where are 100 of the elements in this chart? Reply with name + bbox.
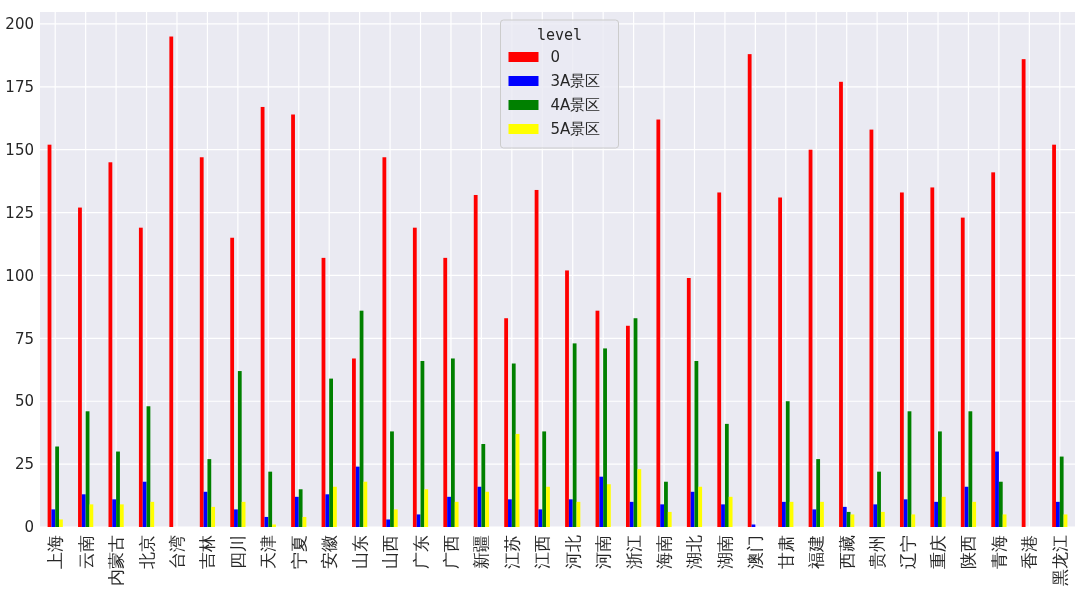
bar	[294, 496, 299, 527]
x-tick-label: 台湾	[166, 535, 187, 569]
legend-label: 3A景区	[550, 72, 601, 91]
x-tick-label: 吉林	[197, 535, 218, 569]
bar	[424, 489, 429, 527]
bar	[660, 504, 665, 527]
y-tick-label: 25	[14, 455, 34, 474]
x-tick-label: 北京	[136, 535, 157, 569]
y-tick-label: 75	[14, 329, 34, 348]
x-tick-label: 山东	[349, 535, 370, 569]
bar	[142, 481, 147, 527]
bar	[538, 509, 543, 527]
bar	[447, 496, 451, 527]
x-tick-label: 江苏	[501, 535, 522, 569]
x-tick-label: 河南	[593, 535, 614, 569]
bar	[930, 187, 935, 527]
bar	[816, 459, 821, 527]
bar	[1059, 456, 1064, 527]
bar	[724, 423, 729, 527]
bar	[850, 514, 855, 527]
bar	[59, 519, 63, 527]
bar	[991, 172, 996, 527]
bar	[416, 514, 421, 527]
bar	[717, 192, 722, 527]
bar	[108, 162, 113, 527]
x-tick-label: 浙江	[623, 535, 644, 569]
x-tick-label: 辽宁	[897, 535, 918, 569]
bar	[386, 519, 391, 527]
x-tick-label: 河北	[562, 535, 583, 569]
bar	[629, 501, 634, 527]
bar	[390, 431, 394, 527]
bar	[51, 509, 56, 527]
bar	[698, 486, 703, 527]
bar	[694, 360, 699, 527]
x-tick-label: 重庆	[928, 535, 949, 569]
legend-title: level	[536, 26, 583, 44]
x-tick-label: 内蒙古	[106, 535, 127, 586]
x-tick-label: 青海	[988, 535, 1009, 569]
bar	[116, 451, 120, 527]
x-tick-label: 贵州	[867, 535, 888, 569]
bar	[606, 484, 611, 527]
bar	[504, 318, 509, 527]
y-tick-label: 50	[14, 392, 34, 411]
legend-label: 5A景区	[550, 120, 601, 139]
bar	[412, 227, 417, 527]
bar	[960, 217, 965, 527]
bar	[873, 504, 878, 527]
bar	[728, 496, 733, 527]
x-tick-label: 山西	[380, 535, 401, 569]
y-tick-label: 100	[5, 266, 34, 285]
x-tick-label: 海南	[654, 535, 675, 569]
bar	[603, 348, 607, 527]
bar	[1002, 514, 1007, 527]
x-tick-label: 江西	[532, 535, 553, 569]
bar	[511, 363, 516, 527]
bar	[812, 509, 817, 527]
bar	[211, 506, 216, 527]
bar	[1052, 144, 1056, 527]
x-tick-label: 湖南	[714, 535, 735, 569]
bar	[1055, 501, 1060, 527]
bar	[55, 446, 60, 527]
x-tick-label: 澳门	[745, 535, 766, 569]
bar	[119, 504, 124, 527]
y-tick-label: 150	[5, 140, 34, 159]
y-tick-label: 0	[24, 518, 34, 537]
x-tick-label: 新疆	[471, 535, 492, 569]
bar	[972, 501, 977, 527]
bar	[565, 270, 569, 527]
bar	[998, 481, 1003, 527]
bar	[667, 511, 672, 527]
bar	[230, 237, 235, 527]
y-tick-label: 125	[5, 203, 34, 222]
bar	[903, 499, 908, 527]
bar	[268, 471, 273, 527]
bar	[485, 491, 490, 527]
bar	[751, 524, 756, 527]
bar	[234, 509, 238, 527]
x-tick-label: 西藏	[836, 535, 857, 569]
x-tick-label: 广西	[440, 535, 461, 569]
x-tick-label: 宁夏	[288, 535, 309, 569]
bar	[272, 524, 276, 527]
bar	[481, 444, 486, 527]
x-tick-label: 四川	[227, 535, 248, 569]
x-tick-label: 甘肃	[775, 535, 796, 569]
bar	[443, 257, 448, 527]
bar	[778, 197, 782, 527]
legend-label: 4A景区	[550, 96, 601, 115]
bar	[747, 54, 752, 527]
bar	[199, 157, 204, 527]
bar	[169, 36, 174, 527]
bar	[355, 466, 360, 527]
legend-label: 0	[550, 48, 561, 67]
bar	[899, 192, 904, 527]
bar	[911, 514, 916, 527]
bar	[150, 501, 155, 527]
bar	[78, 207, 82, 527]
bar	[572, 343, 577, 527]
bar	[291, 114, 295, 527]
bar	[877, 471, 881, 527]
bar	[237, 371, 242, 527]
